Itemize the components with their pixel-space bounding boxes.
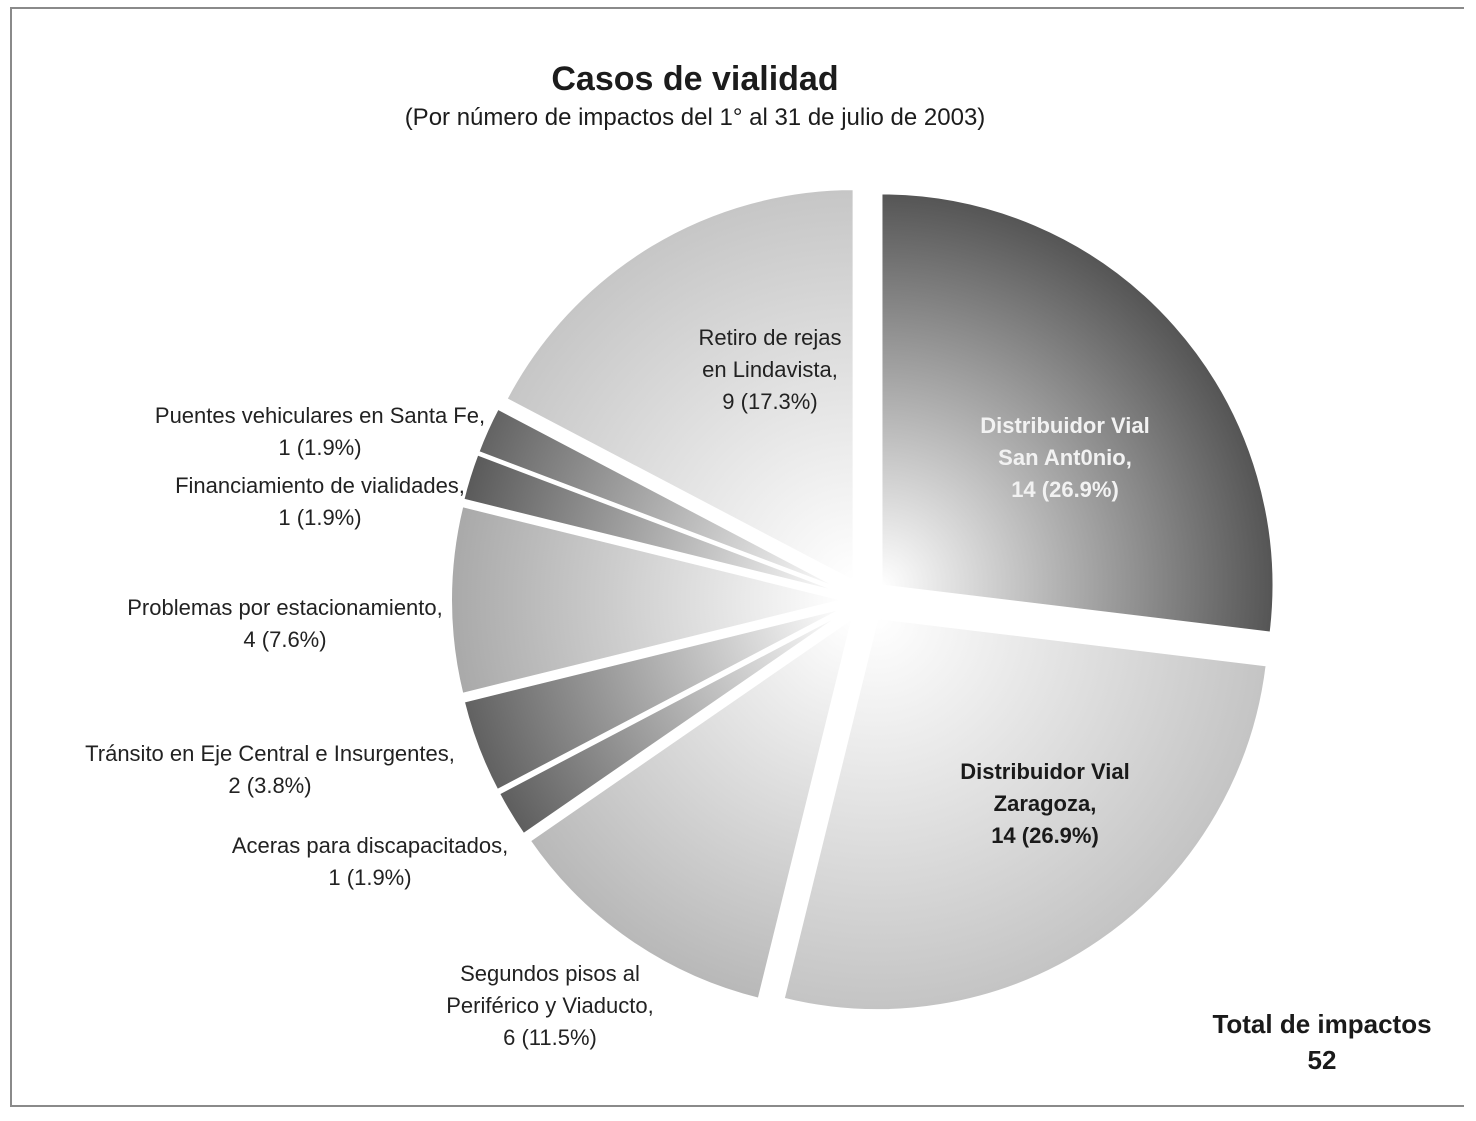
chart-subtitle: (Por número de impactos del 1° al 31 de … xyxy=(404,104,986,131)
pie-slice-estacionamiento xyxy=(450,504,844,696)
pie-slice-retiro-rejas xyxy=(505,188,855,583)
total-impacts: Total de impactos 52 xyxy=(1192,1006,1452,1078)
pie-slice-transito xyxy=(462,606,845,792)
chart-title: Casos de vialidad xyxy=(551,60,839,98)
slice-label-segundos-pisos: Segundos pisos al Periférico y Viaducto,… xyxy=(446,961,654,1050)
total-impacts-label: Total de impactos xyxy=(1212,1009,1432,1039)
slice-label-zaragoza: Distribuidor Vial Zaragoza, 14 (26.9%) xyxy=(960,759,1130,848)
slice-label-san-antonio: Distribuidor Vial San Ant0nio, 14 (26.9%… xyxy=(980,413,1150,502)
slice-label-financiamiento: Financiamiento de vialidades, 1 (1.9%) xyxy=(175,473,465,530)
pie-slice-puentes xyxy=(477,407,846,592)
pie-slice-san-antonio xyxy=(880,192,1275,634)
slice-label-puentes: Puentes vehiculares en Santa Fe, 1 (1.9%… xyxy=(154,403,486,460)
pie-slice-segundos-pisos xyxy=(528,615,855,1000)
slice-label-aceras: Aceras para discapacitados, 1 (1.9%) xyxy=(231,833,509,890)
pie-slice-aceras xyxy=(497,610,847,836)
slice-label-retiro-rejas: Retiro de rejas en Lindavista, 9 (17.3%) xyxy=(698,325,842,414)
slice-label-transito: Tránsito en Eje Central e Insurgentes, 2… xyxy=(85,741,455,798)
pie-slice-zaragoza xyxy=(782,617,1268,1012)
slice-label-estacionamiento: Problemas por estacionamiento, 4 (7.6%) xyxy=(127,595,443,652)
chart-frame xyxy=(10,7,1464,1107)
total-impacts-value: 52 xyxy=(1307,1045,1337,1075)
pie-slice-financiamiento xyxy=(462,453,845,595)
